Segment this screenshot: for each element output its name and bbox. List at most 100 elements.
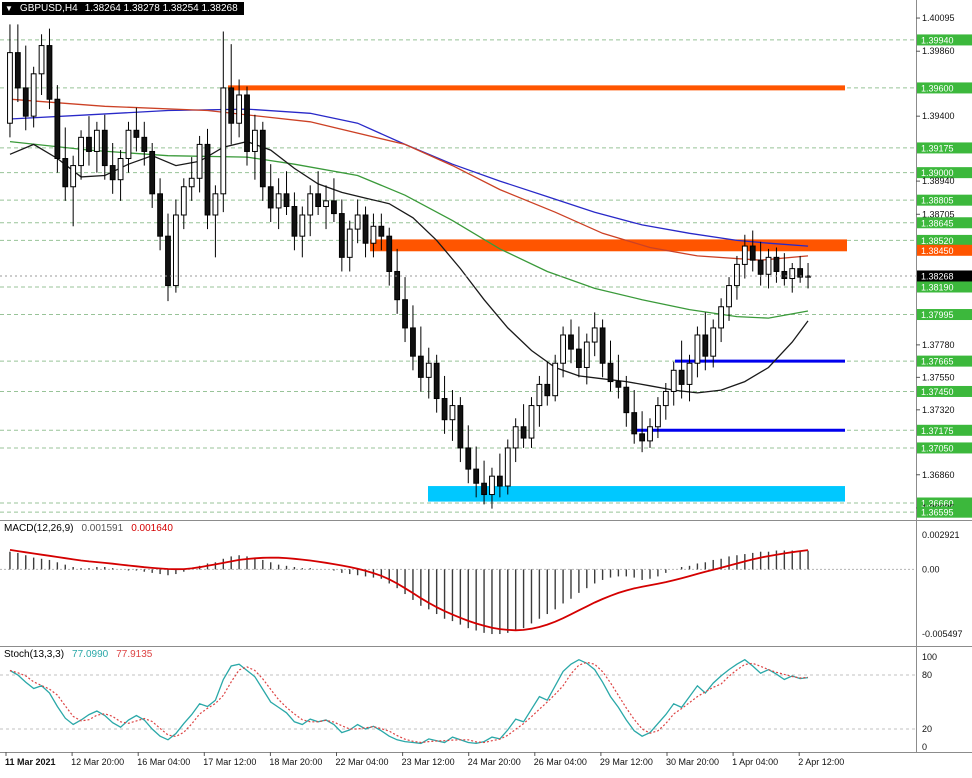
candle-body: [70, 165, 77, 188]
stoch-scale-label: 100: [922, 652, 937, 662]
candle-body: [710, 327, 717, 357]
price-level-badge: [917, 506, 972, 518]
candle-body: [172, 214, 179, 287]
current-price-badge: [917, 270, 972, 282]
stoch-indicator-label: Stoch(13,3,3) 77.0990 77.9135: [4, 649, 152, 660]
candle-body: [647, 426, 653, 442]
stoch-signal-line: [9, 661, 809, 744]
chevron-down-icon[interactable]: ▼: [5, 4, 13, 13]
price-level-badge: [917, 309, 972, 321]
stoch-scale-label: 80: [922, 670, 932, 680]
time-axis-label[interactable]: 24 Mar 20:00: [468, 757, 521, 767]
candle-body: [473, 468, 480, 484]
candle-body: [718, 306, 725, 329]
candle-body: [805, 275, 811, 278]
candle-body: [631, 412, 638, 435]
candle-body: [125, 129, 132, 160]
candle-body: [370, 225, 377, 244]
candle-body: [299, 214, 306, 237]
candle-body: [78, 136, 84, 167]
price-badge-label: 1.37175: [921, 426, 954, 436]
candle-body: [93, 129, 100, 152]
time-axis-label[interactable]: 22 Mar 04:00: [336, 757, 389, 767]
candle-body: [504, 447, 511, 487]
candle-body: [623, 386, 630, 414]
candle-body: [378, 225, 385, 237]
time-axis-label[interactable]: 17 Mar 12:00: [203, 757, 256, 767]
ma-black-line: [9, 140, 809, 394]
candle-body: [402, 299, 408, 329]
symbol-ohlc-chip[interactable]: ▼ GBPUSD,H4 1.38264 1.38278 1.38254 1.38…: [2, 2, 244, 15]
candle-body: [568, 334, 574, 350]
time-axis-label[interactable]: 18 Mar 20:00: [269, 757, 322, 767]
price-level-badge: [917, 497, 972, 509]
resistance-band[interactable]: [370, 239, 847, 252]
time-axis-label[interactable]: 1 Apr 04:00: [732, 757, 778, 767]
candle-body: [22, 87, 29, 117]
macd-signal-line: [9, 549, 809, 632]
candle-body: [670, 369, 677, 392]
price-badge-label: 1.38805: [921, 196, 954, 206]
candle-body: [307, 193, 314, 216]
candle-body: [441, 398, 448, 421]
price-level-badge: [917, 385, 972, 397]
candle-body: [315, 193, 322, 208]
price-badge-label: 1.36660: [921, 498, 954, 508]
macd-title: MACD(12,26,9): [4, 523, 74, 534]
demand-zone-band[interactable]: [428, 486, 845, 502]
stoch-main-line: [9, 658, 809, 745]
ma-red-line: [9, 98, 809, 261]
candle-body: [362, 214, 369, 244]
price-axis-label: 1.36860: [922, 470, 955, 480]
price-badge-label: 1.38190: [921, 282, 954, 292]
time-axis-label[interactable]: 12 Mar 20:00: [71, 757, 124, 767]
time-axis-label[interactable]: 11 Mar 2021: [5, 757, 56, 767]
candle-body: [489, 475, 495, 496]
ma-green-line: [9, 140, 809, 319]
price-badge-label: 1.36595: [921, 508, 954, 518]
price-level-badge: [917, 244, 972, 256]
price-badge-label: 1.38520: [921, 236, 954, 246]
candle-body: [204, 143, 211, 216]
candle-body: [117, 158, 124, 181]
candle-body: [386, 235, 393, 272]
price-axis-label: 1.38940: [922, 176, 955, 186]
time-axis-label[interactable]: 30 Mar 20:00: [666, 757, 719, 767]
price-badge-label: 1.38450: [921, 246, 954, 256]
macd-indicator-label: MACD(12,26,9) 0.001591 0.001640: [4, 523, 173, 534]
candle-body: [196, 143, 203, 179]
stoch-scale-label: 0: [922, 742, 927, 752]
macd-scale-label: 0.00: [922, 564, 940, 574]
candle-body: [607, 362, 614, 383]
candle-body: [457, 405, 464, 449]
price-level-badge: [917, 167, 972, 179]
candle-body: [789, 268, 796, 280]
time-axis-label[interactable]: 23 Mar 12:00: [402, 757, 455, 767]
candle-body: [655, 405, 661, 428]
candle-body: [291, 206, 298, 237]
time-axis-label[interactable]: 2 Apr 12:00: [798, 757, 844, 767]
candle-body: [410, 327, 416, 357]
price-level-badge: [917, 281, 972, 293]
time-axis-label[interactable]: 29 Mar 12:00: [600, 757, 653, 767]
time-axis-label[interactable]: 16 Mar 04:00: [137, 757, 190, 767]
price-level-badge: [917, 194, 972, 206]
stoch-title: Stoch(13,3,3): [4, 649, 65, 660]
candle-body: [583, 341, 590, 368]
candle-body: [591, 327, 598, 343]
candle-body: [536, 383, 543, 407]
price-badge-label: 1.37995: [921, 310, 954, 320]
candle-body: [544, 383, 551, 397]
price-level-badge: [917, 424, 972, 436]
candle-body: [599, 327, 606, 364]
macd-scale-label: -0.005497: [922, 629, 963, 639]
time-axis-label[interactable]: 26 Mar 04:00: [534, 757, 587, 767]
price-axis-label: 1.37320: [922, 405, 955, 415]
macd-value-main: 0.001591: [81, 523, 124, 534]
candle-body: [734, 263, 740, 287]
candle-body: [575, 348, 582, 368]
candle-body: [212, 193, 219, 216]
price-badge-label: 1.37665: [921, 357, 954, 367]
